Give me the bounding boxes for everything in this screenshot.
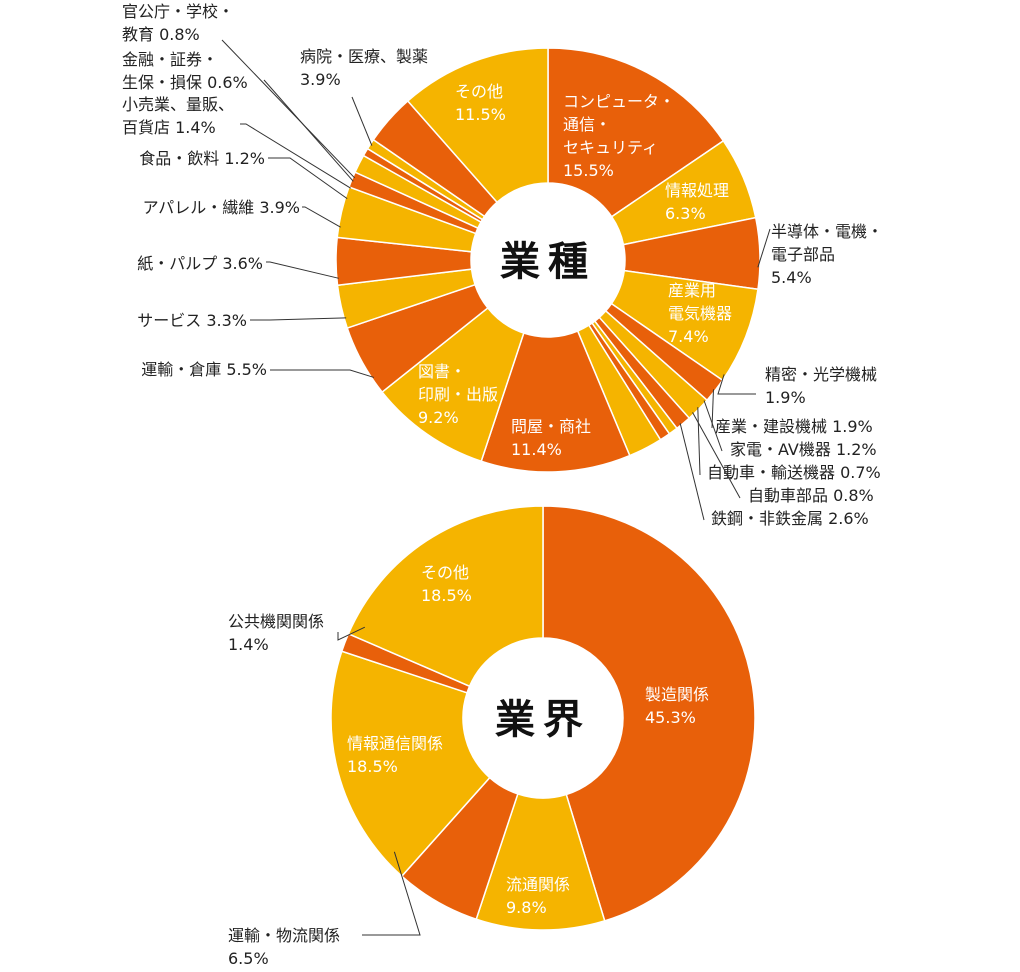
leader-line xyxy=(703,400,723,452)
slice-label: 半導体・電機・ xyxy=(771,222,883,241)
slice-label: 自動車・輸送機器 0.7% xyxy=(707,463,881,482)
slice-label: 印刷・出版 xyxy=(418,385,498,404)
slice-label: 情報通信関係 xyxy=(347,734,443,753)
slice-label: 1.4% xyxy=(228,635,269,654)
pie-slice xyxy=(347,505,544,688)
leader-line xyxy=(302,206,341,228)
slice-label: 9.8% xyxy=(506,898,547,917)
slice-label: コンピュータ・ xyxy=(563,92,675,111)
slice-label: 5.4% xyxy=(771,268,812,287)
slice-label: 運輸・倉庫 5.5% xyxy=(141,360,267,379)
slice-label: 小売業、量販、 xyxy=(122,95,234,114)
leader-line xyxy=(351,96,373,146)
slice-label: 11.4% xyxy=(511,440,562,459)
slice-label: 情報処理 xyxy=(665,181,729,200)
slice-label: 6.5% xyxy=(228,949,269,968)
slice-label: 製造関係 xyxy=(645,685,709,704)
leader-line xyxy=(757,228,771,268)
slice-label: 問屋・商社 xyxy=(511,417,591,436)
slice-label: 図書・ xyxy=(418,362,466,381)
pie-slice xyxy=(542,505,756,922)
slice-label: 電子部品 xyxy=(771,245,835,264)
slice-label: 3.9% xyxy=(300,70,341,89)
pie-slice xyxy=(406,47,549,204)
slice-label: 45.3% xyxy=(645,708,696,727)
slice-label: 18.5% xyxy=(347,757,398,776)
slice-label: 運輸・物流関係 xyxy=(228,926,340,945)
slice-label: 9.2% xyxy=(418,408,459,427)
slice-label: 通信・ xyxy=(563,115,611,134)
pie-slice xyxy=(547,47,725,218)
leader-line xyxy=(268,157,348,200)
slice-label: その他 xyxy=(421,563,469,582)
slice-label: 精密・光学機械 xyxy=(765,365,877,384)
leader-line xyxy=(221,39,356,179)
slice-label: セキュリティ xyxy=(563,138,658,157)
slice-label: 食品・飲料 1.2% xyxy=(139,149,265,168)
leader-line xyxy=(692,412,741,499)
slice-label: アパレル・繊維 3.9% xyxy=(143,198,300,217)
slice-label: 電気機器 xyxy=(668,304,732,323)
slice-label: 7.4% xyxy=(668,327,709,346)
slice-label: 11.5% xyxy=(455,105,506,124)
leader-line xyxy=(240,123,351,189)
leader-line xyxy=(362,851,421,936)
pie-slice xyxy=(330,650,491,878)
leader-line xyxy=(266,261,339,279)
slice-label: 生保・損保 0.6% xyxy=(122,73,248,92)
slice-label: 流通関係 xyxy=(506,875,570,894)
leader-line xyxy=(711,389,714,429)
leader-line xyxy=(679,423,705,521)
slice-label: 産業・建設機械 1.9% xyxy=(715,417,873,436)
slice-label: 官公庁・学校・ xyxy=(122,2,234,21)
slice-label: 公共機関関係 xyxy=(228,612,324,631)
slice-label: 教育 0.8% xyxy=(122,25,200,44)
industry-type-donut: 業種 コンピュータ・通信・セキュリティ 15.5% 情報処理 6.3% 半導体・電機・電子… xyxy=(122,2,883,528)
slice-label: 家電・AV機器 1.2% xyxy=(730,440,877,459)
slice-label: サービス 3.3% xyxy=(137,311,247,330)
industry-sector-donut: 業界 製造関係 45.3% 流通関係 9.8% 運輸・物流関係 6.5% 情報通信関係 18.5… xyxy=(228,505,756,968)
leader-line xyxy=(697,407,701,476)
leader-line xyxy=(250,317,347,321)
slice-label: その他 xyxy=(455,82,503,101)
slice-label: 1.9% xyxy=(765,388,806,407)
leader-line xyxy=(337,626,366,641)
pie-slice xyxy=(480,330,631,473)
slice-label: 病院・医療、製薬 xyxy=(300,47,428,66)
chart-title: 業種 xyxy=(500,239,596,285)
leader-line xyxy=(270,369,375,378)
leader-line xyxy=(717,374,756,395)
slice-label: 15.5% xyxy=(563,161,614,180)
slice-label: 鉄鋼・非鉄金属 2.6% xyxy=(711,509,869,528)
slice-label: 紙・パルプ 3.6% xyxy=(137,254,263,273)
chart-title: 業界 xyxy=(495,697,591,743)
slice-label: 金融・証券・ xyxy=(122,50,218,69)
slice-label: 産業用 xyxy=(668,281,716,300)
slice-label: 百貨店 1.4% xyxy=(122,118,216,137)
slice-label: 6.3% xyxy=(665,204,706,223)
slice-label: 自動車部品 0.8% xyxy=(748,486,874,505)
slice-label: 18.5% xyxy=(421,586,472,605)
